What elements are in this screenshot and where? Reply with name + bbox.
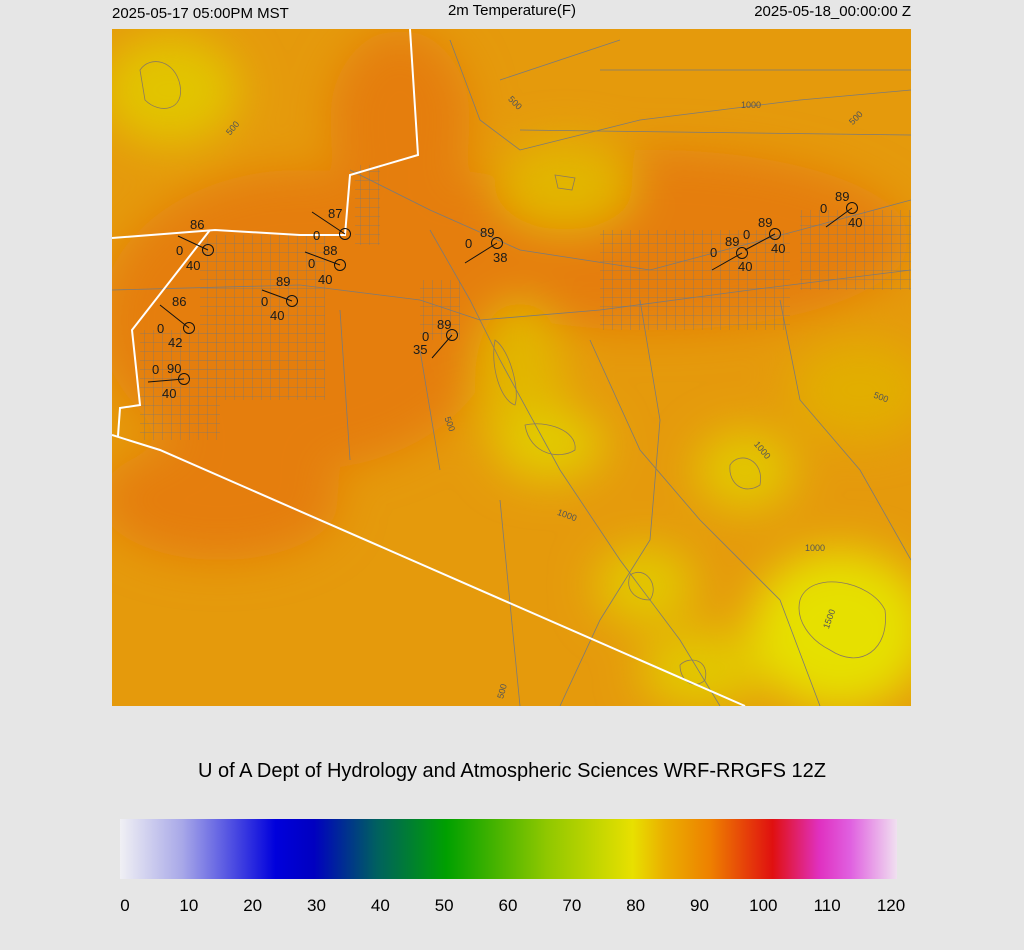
colorbar-tick-label: 90 xyxy=(690,896,709,915)
colorbar-tick-label: 80 xyxy=(626,896,645,915)
wind-barb xyxy=(464,242,498,264)
station-circle xyxy=(286,295,298,307)
station-circle xyxy=(446,329,458,341)
station-temperature: 88 xyxy=(323,243,337,258)
contour-label: 1000 xyxy=(805,543,825,553)
station-circle xyxy=(339,228,351,240)
station-dewpoint: 40 xyxy=(186,258,200,273)
wind-barb xyxy=(261,289,293,302)
colorbar-tick-label: 0 xyxy=(120,896,129,915)
colorbar-tick-label: 120 xyxy=(877,896,905,915)
contour-label: 500 xyxy=(495,683,509,700)
colorbar-tick-label: 60 xyxy=(499,896,518,915)
station-code: 0 xyxy=(261,294,268,309)
colorbar-tick-label: 20 xyxy=(243,896,262,915)
valid-utc-time: 2025-05-18_00:00:00 Z xyxy=(754,3,911,20)
station-temperature: 87 xyxy=(328,206,342,221)
wind-barb xyxy=(431,334,453,359)
station-dewpoint: 35 xyxy=(413,342,427,357)
wind-barb xyxy=(304,251,341,266)
wind-barb xyxy=(177,235,209,251)
wind-barb xyxy=(311,211,346,235)
borders xyxy=(112,29,746,706)
wind-barb xyxy=(159,304,190,329)
colorbar-tick-label: 70 xyxy=(562,896,581,915)
station-circle xyxy=(769,228,781,240)
station-code: 0 xyxy=(743,227,750,242)
station-temperature: 90 xyxy=(167,361,181,376)
colorbar-tick-label: 100 xyxy=(749,896,777,915)
station-code: 0 xyxy=(308,256,315,271)
station-circle xyxy=(491,237,503,249)
wind-barb xyxy=(711,252,743,271)
temperature-field xyxy=(112,29,911,706)
contour-label: 500 xyxy=(443,415,458,433)
wind-barb xyxy=(147,378,185,383)
station-temperature: 89 xyxy=(758,215,772,230)
map-title: 2m Temperature(F) xyxy=(448,2,576,19)
colorbar-tick-label: 10 xyxy=(179,896,198,915)
station-temperature: 89 xyxy=(725,234,739,249)
station-code: 0 xyxy=(710,245,717,260)
station-dewpoint: 40 xyxy=(318,272,332,287)
station-code: 0 xyxy=(313,228,320,243)
city-grids xyxy=(140,165,911,440)
station-code: 0 xyxy=(465,236,472,251)
station-dewpoint: 40 xyxy=(162,386,176,401)
station-code: 0 xyxy=(176,243,183,258)
station-circle xyxy=(202,244,214,256)
wind-barb xyxy=(825,207,853,228)
colorbar xyxy=(120,819,897,879)
colorbar-tick-label: 30 xyxy=(307,896,326,915)
station-dewpoint: 40 xyxy=(738,259,752,274)
credit: U of A Dept of Hydrology and Atmospheric… xyxy=(198,760,826,782)
station-dewpoint: 38 xyxy=(493,250,507,265)
station-dewpoint: 40 xyxy=(771,241,785,256)
station-plots: 8604087088040890408604290040890358903889… xyxy=(147,189,862,401)
station-temperature: 89 xyxy=(835,189,849,204)
station-temperature: 89 xyxy=(276,274,290,289)
contour-label: 500 xyxy=(872,390,890,405)
colorbar-tick-label: 40 xyxy=(371,896,390,915)
station-circle xyxy=(736,247,748,259)
colorbar-tick-label: 110 xyxy=(814,896,841,915)
station-code: 0 xyxy=(152,362,159,377)
contour-label: 1000 xyxy=(741,100,761,110)
station-dewpoint: 40 xyxy=(270,308,284,323)
station-dewpoint: 42 xyxy=(168,335,182,350)
station-temperature: 86 xyxy=(190,217,204,232)
station-circle xyxy=(183,322,195,334)
colorbar-tick-label: 50 xyxy=(435,896,454,915)
station-circle xyxy=(846,202,858,214)
wind-barb xyxy=(744,233,776,251)
station-dewpoint: 40 xyxy=(848,215,862,230)
station-code: 0 xyxy=(157,321,164,336)
valid-local-time: 2025-05-17 05:00PM MST xyxy=(112,5,289,22)
station-temperature: 89 xyxy=(437,317,451,332)
station-code: 0 xyxy=(820,201,827,216)
station-code: 0 xyxy=(422,329,429,344)
station-temperature: 86 xyxy=(172,294,186,309)
station-temperature: 89 xyxy=(480,225,494,240)
station-circle xyxy=(334,259,346,271)
